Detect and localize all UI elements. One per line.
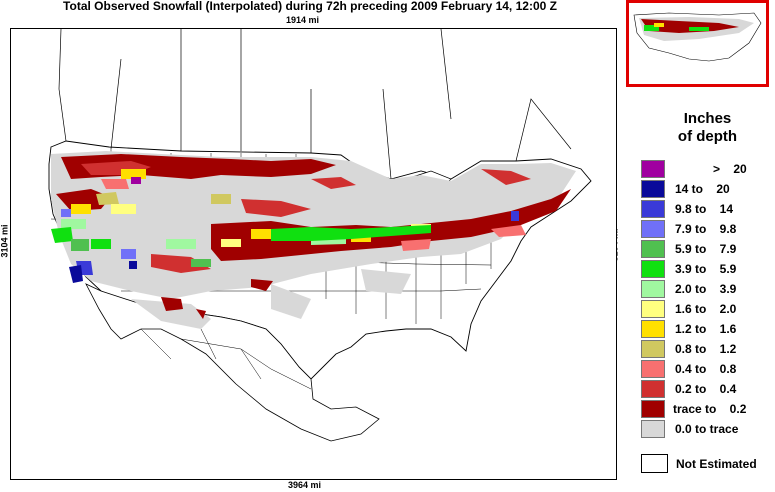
legend-swatch: [641, 400, 665, 418]
legend-row: 0.8 to 1.2: [641, 340, 773, 359]
legend-row: 2.0 to 3.9: [641, 280, 773, 299]
legend-swatch: [641, 200, 665, 218]
overview-inset-map[interactable]: [626, 0, 769, 87]
legend-label: 5.9 to 7.9: [675, 242, 737, 256]
not-estimated-label: Not Estimated: [676, 457, 757, 471]
map-canvas: [48, 29, 592, 442]
legend-label: 7.9 to 9.8: [675, 222, 737, 236]
legend-swatch: [641, 220, 665, 238]
legend-label: 3.9 to 5.9: [675, 262, 737, 276]
legend-row: trace to 0.2: [641, 400, 773, 419]
legend-label: 1.6 to 2.0: [675, 302, 737, 316]
legend-label: > 20: [713, 162, 747, 176]
legend-label: 1.2 to 1.6: [675, 322, 737, 336]
legend-swatch: [641, 160, 665, 178]
legend-swatch: [641, 180, 665, 198]
legend-swatch: [641, 420, 665, 438]
top-distance-label: 1914 mi: [286, 15, 320, 25]
legend-swatch: [641, 380, 665, 398]
map-title: Total Observed Snowfall (Interpolated) d…: [63, 0, 557, 13]
legend-row: 1.2 to 1.6: [641, 320, 773, 339]
legend-swatch: [641, 240, 665, 258]
legend-label: trace to 0.2: [673, 402, 747, 416]
bottom-distance-label: 3964 mi: [288, 480, 322, 490]
legend-title: Inches of depth: [640, 110, 775, 146]
legend-label: 2.0 to 3.9: [675, 282, 737, 296]
legend-swatch: [641, 340, 665, 358]
snow-coverage: [51, 151, 576, 329]
legend-row: 5.9 to 7.9: [641, 240, 773, 259]
legend-label: 0.4 to 0.8: [675, 362, 737, 376]
legend-label: 0.2 to 0.4: [675, 382, 737, 396]
left-distance-label: 3104 mi: [0, 224, 10, 258]
legend-label: 0.8 to 1.2: [675, 342, 737, 356]
legend-swatch: [641, 360, 665, 378]
legend-row: 9.8 to 14: [641, 200, 773, 219]
legend-swatch: [641, 320, 665, 338]
legend-row: 0.2 to 0.4: [641, 380, 773, 399]
legend-row: 0.0 to trace: [641, 420, 773, 439]
legend-title-line1: Inches: [683, 110, 732, 127]
legend-label: 9.8 to 14: [675, 202, 734, 216]
legend-row: 7.9 to 9.8: [641, 220, 773, 239]
snowfall-map[interactable]: [10, 28, 617, 480]
legend-label: 14 to 20: [675, 182, 730, 196]
legend-row: 0.4 to 0.8: [641, 360, 773, 379]
legend-swatch: [641, 280, 665, 298]
legend-row: > 20: [641, 160, 773, 179]
inset-canvas: [633, 12, 762, 62]
not-estimated-swatch: [641, 454, 668, 473]
canada-lines: [58, 29, 572, 180]
legend-swatch: [641, 300, 665, 318]
legend-title-line2: of depth: [677, 128, 738, 145]
legend-swatch: [641, 260, 665, 278]
legend-row: 1.6 to 2.0: [641, 300, 773, 319]
legend-label: 0.0 to trace: [675, 422, 739, 436]
mexico-state-lines: [140, 328, 312, 390]
legend-row: 3.9 to 5.9: [641, 260, 773, 279]
mexico-outline: [85, 283, 380, 442]
legend-row: 14 to 20: [641, 180, 773, 199]
